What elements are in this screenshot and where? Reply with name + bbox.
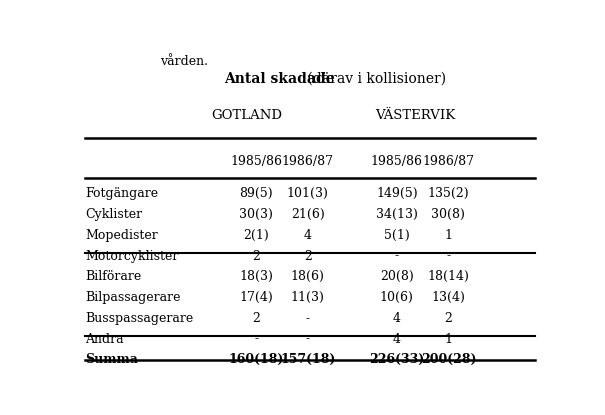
Text: 18(14): 18(14) (428, 270, 469, 283)
Text: 89(5): 89(5) (240, 187, 273, 200)
Text: 157(18): 157(18) (280, 354, 335, 366)
Text: Busspassagerare: Busspassagerare (85, 312, 193, 325)
Text: Bilförare: Bilförare (85, 270, 141, 283)
Text: 1986/87: 1986/87 (282, 155, 334, 168)
Text: 135(2): 135(2) (428, 187, 469, 200)
Text: 2: 2 (252, 249, 260, 263)
Text: 149(5): 149(5) (376, 187, 417, 200)
Text: Andra: Andra (85, 332, 123, 346)
Text: -: - (254, 332, 258, 346)
Text: 2: 2 (252, 312, 260, 325)
Text: 21(6): 21(6) (291, 208, 325, 221)
Text: 20(8): 20(8) (380, 270, 414, 283)
Text: (därav i kollisioner): (därav i kollisioner) (303, 72, 446, 86)
Text: 2: 2 (304, 249, 312, 263)
Text: 17(4): 17(4) (239, 291, 273, 304)
Text: 1: 1 (445, 229, 453, 242)
Text: -: - (306, 332, 310, 346)
Text: -: - (394, 249, 399, 263)
Text: vården.: vården. (160, 55, 208, 68)
Text: Bilpassagerare: Bilpassagerare (85, 291, 180, 304)
Text: 1985/86: 1985/86 (230, 155, 282, 168)
Text: Fotgängare: Fotgängare (85, 187, 158, 200)
Text: Mopedister: Mopedister (85, 229, 158, 242)
Text: 5(1): 5(1) (384, 229, 410, 242)
Text: 2(1): 2(1) (243, 229, 269, 242)
Text: 4: 4 (393, 312, 401, 325)
Text: Summa: Summa (85, 354, 138, 366)
Text: Cyklister: Cyklister (85, 208, 142, 221)
Text: 1: 1 (445, 332, 453, 346)
Text: 2: 2 (445, 312, 453, 325)
Text: 11(3): 11(3) (291, 291, 325, 304)
Text: 34(13): 34(13) (376, 208, 417, 221)
Text: 18(6): 18(6) (291, 270, 325, 283)
Text: 10(6): 10(6) (380, 291, 414, 304)
Text: 200(28): 200(28) (420, 354, 476, 366)
Text: Motorcyklister: Motorcyklister (85, 249, 178, 263)
Text: 18(3): 18(3) (239, 270, 273, 283)
Text: 13(4): 13(4) (431, 291, 465, 304)
Text: 4: 4 (304, 229, 312, 242)
Text: 1985/86: 1985/86 (371, 155, 423, 168)
Text: 30(3): 30(3) (239, 208, 273, 221)
Text: 226(33): 226(33) (369, 354, 425, 366)
Text: 160(18): 160(18) (229, 354, 284, 366)
Text: -: - (446, 249, 451, 263)
Text: -: - (306, 312, 310, 325)
Text: GOTLAND: GOTLAND (211, 109, 283, 122)
Text: VÄSTERVIK: VÄSTERVIK (376, 109, 456, 122)
Text: 30(8): 30(8) (431, 208, 465, 221)
Text: 4: 4 (393, 332, 401, 346)
Text: 101(3): 101(3) (287, 187, 329, 200)
Text: 1986/87: 1986/87 (422, 155, 474, 168)
Text: Antal skadade: Antal skadade (224, 72, 335, 86)
